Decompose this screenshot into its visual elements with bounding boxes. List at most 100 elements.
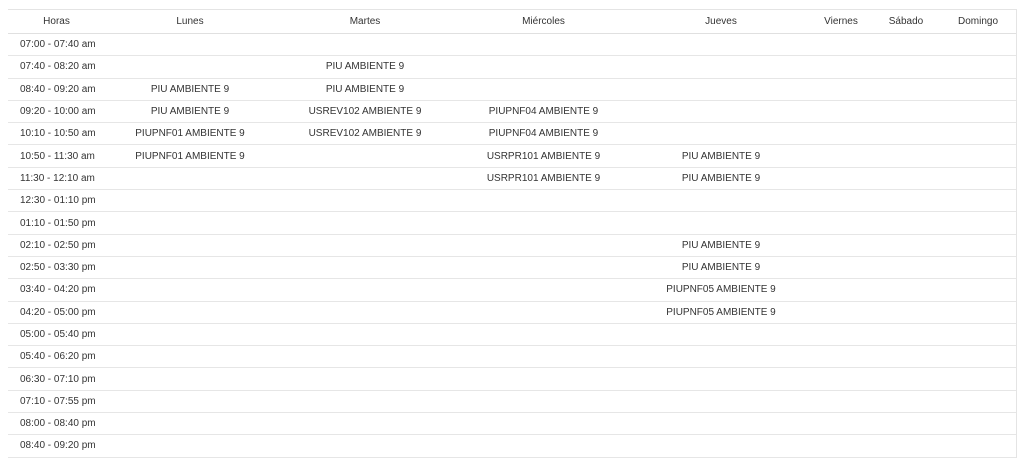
- table-row: 08:40 - 09:20 am PIU AMBIENTE 9 PIU AMBIEN…: [8, 78, 1016, 101]
- schedule-cell-sabado: [872, 122, 940, 146]
- column-header-sabado: Sábado: [872, 10, 940, 34]
- schedule-cell-martes: [275, 345, 455, 369]
- table-row: 02:50 - 03:30 pm PIU AMBIENTE 9: [8, 256, 1016, 280]
- schedule-cell-miercoles: [455, 55, 632, 79]
- time-slot: 08:40 - 09:20 pm: [8, 434, 105, 458]
- schedule-cell-viernes: [810, 211, 872, 235]
- schedule-cell-martes: [275, 301, 455, 324]
- time-slot: 10:10 - 10:50 am: [8, 122, 105, 146]
- schedule-cell-sabado: [872, 189, 940, 213]
- schedule-cell-miercoles: [455, 434, 632, 458]
- schedule-cell-domingo: [940, 367, 1016, 391]
- schedule-cell-sabado: [872, 33, 940, 57]
- schedule-cell-domingo: [940, 211, 1016, 235]
- schedule-cell-jueves: PIU AMBIENTE 9: [632, 256, 810, 280]
- schedule-cell-miercoles: [455, 323, 632, 347]
- column-header-miercoles: Miércoles: [455, 10, 632, 34]
- schedule-cell-sabado: [872, 278, 940, 302]
- schedule-cell-lunes: [105, 55, 275, 79]
- time-slot: 07:00 - 07:40 am: [8, 33, 105, 57]
- table-row: 03:40 - 04:20 pm PIUPNF05 AMBIENTE 9: [8, 278, 1016, 302]
- time-slot: 06:30 - 07:10 pm: [8, 367, 105, 391]
- column-header-jueves: Jueves: [632, 10, 810, 34]
- schedule-cell-domingo: [940, 78, 1016, 101]
- schedule-cell-jueves: [632, 78, 810, 101]
- schedule-cell-jueves: [632, 434, 810, 458]
- table-row: 07:10 - 07:55 pm: [8, 390, 1016, 414]
- schedule-cell-miercoles: [455, 278, 632, 302]
- schedule-cell-miercoles: [455, 33, 632, 57]
- schedule-cell-martes: [275, 33, 455, 57]
- schedule-cell-viernes: [810, 434, 872, 458]
- column-header-horas: Horas: [8, 10, 105, 34]
- schedule-cell-domingo: [940, 167, 1016, 191]
- time-slot: 03:40 - 04:20 pm: [8, 278, 105, 302]
- header-row: Horas Lunes Martes Miércoles Jueves Viernes Sá…: [8, 10, 1016, 34]
- table-row: 07:00 - 07:40 am: [8, 33, 1016, 57]
- schedule-cell-viernes: [810, 301, 872, 324]
- schedule-cell-miercoles: [455, 345, 632, 369]
- time-slot: 07:40 - 08:20 am: [8, 55, 105, 79]
- schedule-cell-sabado: [872, 167, 940, 191]
- time-slot: 12:30 - 01:10 pm: [8, 189, 105, 213]
- schedule-cell-sabado: [872, 323, 940, 347]
- time-slot: 05:40 - 06:20 pm: [8, 345, 105, 369]
- table-row: 02:10 - 02:50 pm PIU AMBIENTE 9: [8, 234, 1016, 257]
- schedule-cell-miercoles: PIUPNF04 AMBIENTE 9: [455, 100, 632, 124]
- schedule-cell-martes: [275, 234, 455, 257]
- schedule-cell-viernes: [810, 122, 872, 146]
- schedule-cell-domingo: [940, 189, 1016, 213]
- time-slot: 05:00 - 05:40 pm: [8, 323, 105, 347]
- table-row: 05:40 - 06:20 pm: [8, 345, 1016, 369]
- schedule-cell-miercoles: [455, 301, 632, 324]
- schedule-cell-miercoles: [455, 412, 632, 436]
- schedule-cell-viernes: [810, 323, 872, 347]
- schedule-cell-viernes: [810, 33, 872, 57]
- schedule-cell-viernes: [810, 412, 872, 436]
- schedule-cell-sabado: [872, 234, 940, 257]
- schedule-cell-lunes: PIUPNF01 AMBIENTE 9: [105, 122, 275, 146]
- schedule-cell-lunes: [105, 412, 275, 436]
- schedule-cell-martes: [275, 367, 455, 391]
- schedule-cell-sabado: [872, 78, 940, 101]
- schedule-cell-sabado: [872, 412, 940, 436]
- schedule-cell-jueves: PIU AMBIENTE 9: [632, 144, 810, 168]
- schedule-cell-lunes: [105, 390, 275, 414]
- column-header-martes: Martes: [275, 10, 455, 34]
- schedule-cell-miercoles: PIUPNF04 AMBIENTE 9: [455, 122, 632, 146]
- schedule-cell-jueves: [632, 211, 810, 235]
- schedule-cell-lunes: [105, 211, 275, 235]
- schedule-cell-lunes: [105, 434, 275, 458]
- column-header-viernes: Viernes: [810, 10, 872, 34]
- schedule-cell-jueves: PIU AMBIENTE 9: [632, 167, 810, 191]
- schedule-cell-sabado: [872, 301, 940, 324]
- schedule-cell-jueves: [632, 390, 810, 414]
- schedule-cell-sabado: [872, 100, 940, 124]
- table-row: 04:20 - 05:00 pm PIUPNF05 AMBIENTE 9: [8, 301, 1016, 324]
- time-slot: 08:00 - 08:40 pm: [8, 412, 105, 436]
- schedule-cell-martes: [275, 390, 455, 414]
- schedule-cell-sabado: [872, 55, 940, 79]
- schedule-cell-martes: USREV102 AMBIENTE 9: [275, 122, 455, 146]
- schedule-cell-domingo: [940, 345, 1016, 369]
- schedule-cell-lunes: [105, 256, 275, 280]
- schedule-cell-lunes: [105, 323, 275, 347]
- schedule-cell-miercoles: [455, 78, 632, 101]
- table-row: 12:30 - 01:10 pm: [8, 189, 1016, 213]
- schedule-body: 07:00 - 07:40 am 07:40 - 08:20 am PIU AMBI…: [8, 33, 1016, 458]
- schedule-cell-martes: [275, 211, 455, 235]
- schedule-cell-jueves: [632, 122, 810, 146]
- schedule-cell-miercoles: [455, 234, 632, 257]
- schedule-cell-domingo: [940, 323, 1016, 347]
- schedule-cell-miercoles: [455, 189, 632, 213]
- schedule-cell-martes: USREV102 AMBIENTE 9: [275, 100, 455, 124]
- schedule-cell-jueves: [632, 33, 810, 57]
- schedule-cell-domingo: [940, 33, 1016, 57]
- schedule-cell-jueves: PIUPNF05 AMBIENTE 9: [632, 278, 810, 302]
- schedule-cell-viernes: [810, 167, 872, 191]
- schedule-cell-martes: PIU AMBIENTE 9: [275, 78, 455, 101]
- schedule-cell-martes: [275, 323, 455, 347]
- schedule-cell-viernes: [810, 367, 872, 391]
- table-row: 05:00 - 05:40 pm: [8, 323, 1016, 347]
- schedule-cell-viernes: [810, 189, 872, 213]
